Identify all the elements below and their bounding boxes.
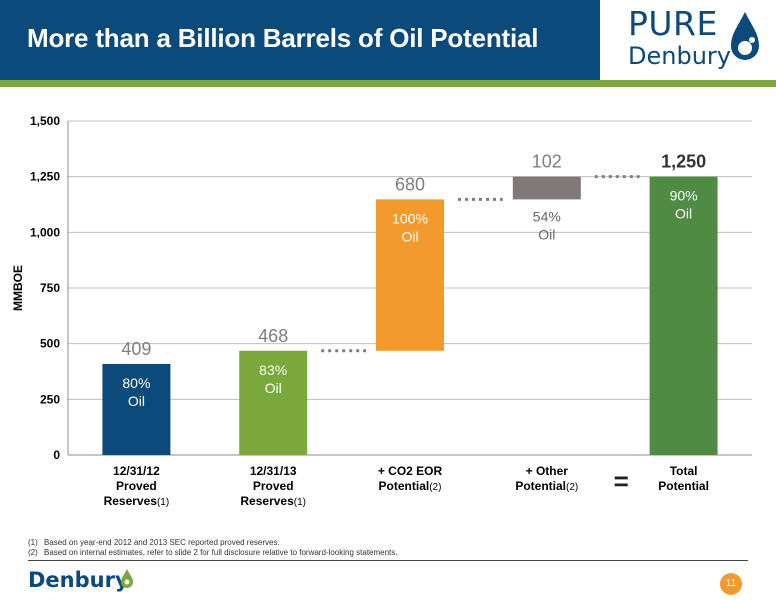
bar-value-label: 102 bbox=[532, 152, 562, 172]
y-tick-label: 1,250 bbox=[30, 170, 60, 184]
logo-denbury-text: Denbury bbox=[628, 42, 731, 70]
bar-oil-label: Oil bbox=[675, 206, 692, 222]
footer-oil-drop-icon bbox=[121, 569, 133, 588]
x-category-label: + Other bbox=[526, 464, 569, 478]
bar-oil-label: Oil bbox=[401, 228, 418, 244]
bar-value-label: 409 bbox=[121, 339, 151, 359]
x-category-label: Potential(2) bbox=[379, 479, 442, 493]
bar-percent-label: 54% bbox=[533, 208, 561, 224]
y-tick-label: 250 bbox=[40, 392, 60, 406]
bar bbox=[239, 350, 308, 455]
bar-value-label: 468 bbox=[258, 326, 288, 346]
footer-divider bbox=[28, 560, 748, 561]
logo-pure-text: PURE bbox=[628, 4, 718, 43]
y-tick-label: 500 bbox=[40, 337, 60, 351]
x-category-label: Proved bbox=[253, 479, 294, 493]
x-category-label: Potential bbox=[658, 479, 709, 493]
footnote-1: (1) Based on year-end 2012 and 2013 SEC r… bbox=[28, 538, 280, 547]
bar-percent-label: 83% bbox=[259, 362, 287, 378]
bar-oil-label: Oil bbox=[265, 380, 282, 396]
header-bar: More than a Billion Barrels of Oil Poten… bbox=[0, 0, 776, 80]
y-tick-label: 0 bbox=[53, 448, 60, 462]
bar-percent-label: 90% bbox=[670, 188, 698, 204]
equals-sign: = bbox=[614, 466, 629, 496]
x-category-label: Proved bbox=[116, 479, 157, 493]
bar-oil-label: Oil bbox=[538, 226, 555, 242]
header-accent-stripe bbox=[0, 80, 776, 87]
x-category-label: + CO2 EOR bbox=[378, 464, 443, 478]
y-axis-label: MMBOE bbox=[11, 265, 25, 311]
footnote-2: (2) Based on internal estimates, refer to… bbox=[28, 548, 398, 557]
oil-drop-icon bbox=[731, 12, 759, 60]
bar-percent-label: 100% bbox=[392, 210, 428, 226]
x-category-label: Total bbox=[670, 464, 698, 478]
waterfall-chart: 0 250 500 750 1,000 1,250 1,500 MMBOE 409 80% Oil 4… bbox=[11, 114, 752, 508]
bar-oil-label: Oil bbox=[128, 393, 145, 409]
footnotes: (1) Based on year-end 2012 and 2013 SEC r… bbox=[28, 538, 398, 558]
x-category-label: Reserves(1) bbox=[104, 494, 170, 508]
bar bbox=[649, 176, 718, 455]
bar-percent-label: 80% bbox=[122, 375, 150, 391]
bar bbox=[376, 199, 444, 351]
page-title: More than a Billion Barrels of Oil Poten… bbox=[27, 23, 539, 53]
x-category-label: Reserves(1) bbox=[240, 494, 306, 508]
bar bbox=[512, 176, 581, 200]
pure-denbury-logo: PURE Denbury bbox=[600, 0, 776, 80]
y-tick-label: 1,000 bbox=[30, 225, 60, 239]
bar bbox=[102, 363, 171, 455]
x-category-label: 12/31/12 bbox=[113, 464, 160, 478]
bar-value-label: 680 bbox=[395, 174, 425, 194]
bar-value-label: 1,250 bbox=[661, 152, 706, 172]
page-number: 11 bbox=[720, 573, 742, 595]
y-tick-label: 1,500 bbox=[30, 114, 60, 128]
footer-denbury-logo: Denbury bbox=[28, 568, 129, 592]
x-category-label: 12/31/13 bbox=[250, 464, 297, 478]
y-tick-label: 750 bbox=[40, 281, 60, 295]
x-category-label: Potential(2) bbox=[515, 479, 578, 493]
